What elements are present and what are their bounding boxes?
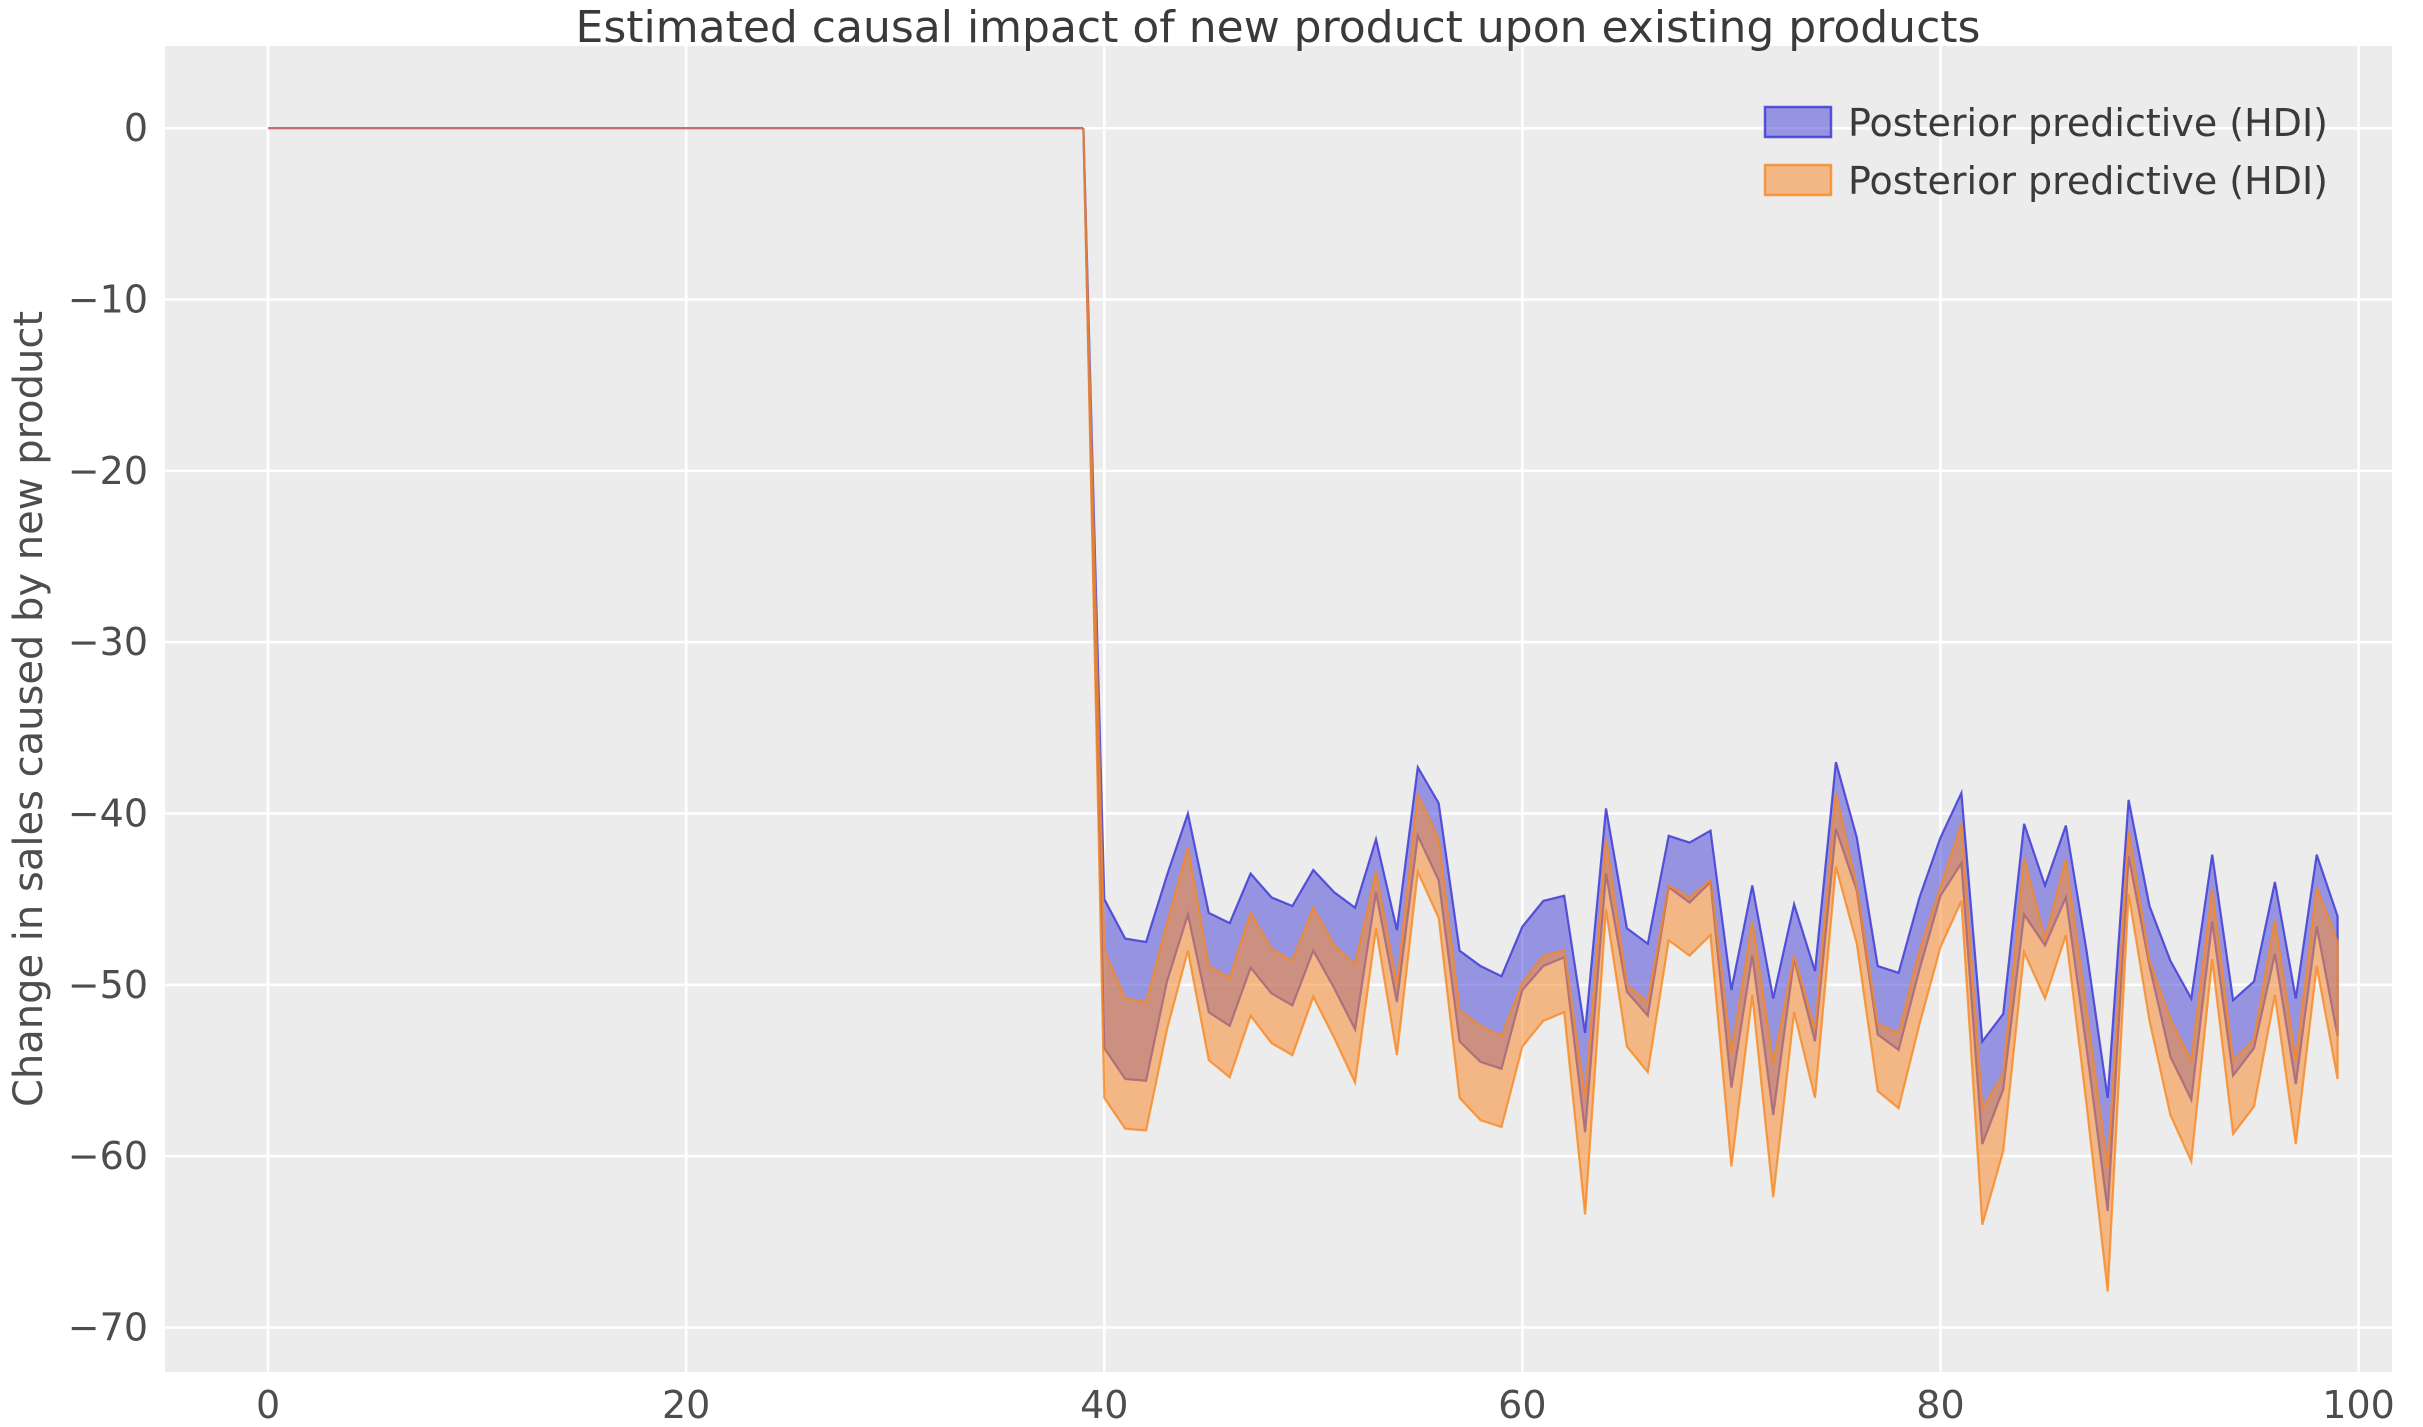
- chart-title: Estimated causal impact of new product u…: [576, 2, 1981, 53]
- y-axis-label: Change in sales caused by new product: [6, 311, 52, 1107]
- y-tick-label: 0: [124, 106, 148, 150]
- legend-label-orange-band: Posterior predictive (HDI): [1848, 159, 2328, 203]
- x-tick-label: 40: [1080, 1383, 1128, 1423]
- y-tick-label: −10: [68, 278, 148, 322]
- y-tick-label: −60: [68, 1134, 148, 1178]
- plot-area-background: [165, 46, 2392, 1372]
- legend-swatch-orange-band: [1763, 163, 1833, 197]
- x-tick-label: 100: [2322, 1383, 2395, 1423]
- posterior-predictive-hdi-band-orange: [1082, 128, 2339, 1292]
- x-tick-label: 60: [1498, 1383, 1546, 1423]
- x-tick-label: 80: [1916, 1383, 1964, 1423]
- y-tick-label: −20: [68, 449, 148, 493]
- tick-labels-layer: 0 20 40 60 80 100 0 −10 −20 −30 −40 −50 −60 −70: [68, 106, 2395, 1427]
- y-tick-label: −40: [68, 792, 148, 836]
- x-tick-label: 20: [662, 1383, 710, 1423]
- x-tick-label: 0: [256, 1383, 280, 1423]
- legend: Posterior predictive (HDI) Posterior pre…: [1763, 101, 2328, 203]
- gridlines: [165, 46, 2392, 1372]
- legend-swatch-blue-band: [1763, 105, 1833, 139]
- legend-label-blue-band: Posterior predictive (HDI): [1848, 101, 2328, 145]
- y-tick-label: −30: [68, 620, 148, 664]
- y-tick-label: −70: [68, 1305, 148, 1349]
- hdi-bands-layer: [268, 127, 2339, 1292]
- y-tick-label: −50: [68, 963, 148, 1007]
